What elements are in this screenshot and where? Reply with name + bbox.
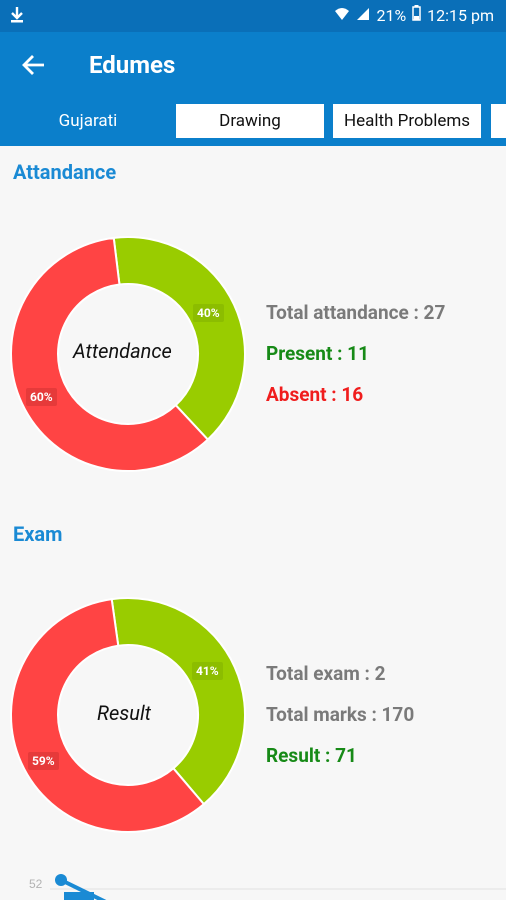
status-bar: 21% 12:15 pm [0, 0, 506, 32]
subject-tabs: Gujarati Drawing Health Problems [0, 100, 506, 146]
tab-health-problems[interactable]: Health Problems [333, 104, 481, 138]
app-bar: Edumes [0, 32, 506, 100]
tab-drawing[interactable]: Drawing [176, 104, 324, 138]
present-percent-label: 40% [193, 304, 224, 322]
battery-icon [412, 5, 421, 25]
status-right: 21% 12:15 pm [334, 5, 494, 25]
attendance-section-title: Attandance [13, 160, 117, 184]
absent-count: Absent : 16 [266, 383, 364, 406]
result-value: Result : 71 [266, 744, 357, 767]
absent-percent-label: 60% [26, 388, 57, 406]
back-arrow-icon[interactable] [22, 54, 46, 80]
absent-slice [10, 236, 210, 472]
exam-donut-chart [10, 597, 246, 833]
attendance-donut-chart [10, 236, 246, 472]
exam-section-title: Exam [13, 522, 63, 546]
tab-gujarati[interactable]: Gujarati [8, 104, 168, 138]
present-count: Present : 11 [266, 342, 369, 365]
remaining-percent-label: 59% [28, 752, 59, 770]
chart-data-point [55, 874, 67, 886]
result-percent-label: 41% [192, 662, 223, 680]
battery-percent: 21% [376, 5, 407, 25]
result-center-label: Result [97, 701, 152, 725]
wifi-icon [334, 6, 350, 25]
total-exam: Total exam : 2 [266, 662, 386, 685]
result-slice [110, 597, 246, 806]
app-title: Edumes [89, 51, 176, 79]
total-marks: Total marks : 170 [266, 703, 415, 726]
total-attendance: Total attandance : 27 [266, 301, 446, 324]
chart-fill-partial [64, 892, 94, 900]
marks-line-chart: 52 [29, 874, 506, 900]
y-tick-label: 52 [29, 877, 43, 891]
tab-next-partial[interactable] [491, 104, 506, 138]
download-icon [10, 6, 24, 28]
remaining-slice [10, 598, 206, 833]
present-slice [112, 236, 246, 441]
attendance-center-label: Attendance [73, 339, 172, 363]
status-time: 12:15 pm [427, 5, 494, 25]
signal-icon [356, 6, 370, 25]
